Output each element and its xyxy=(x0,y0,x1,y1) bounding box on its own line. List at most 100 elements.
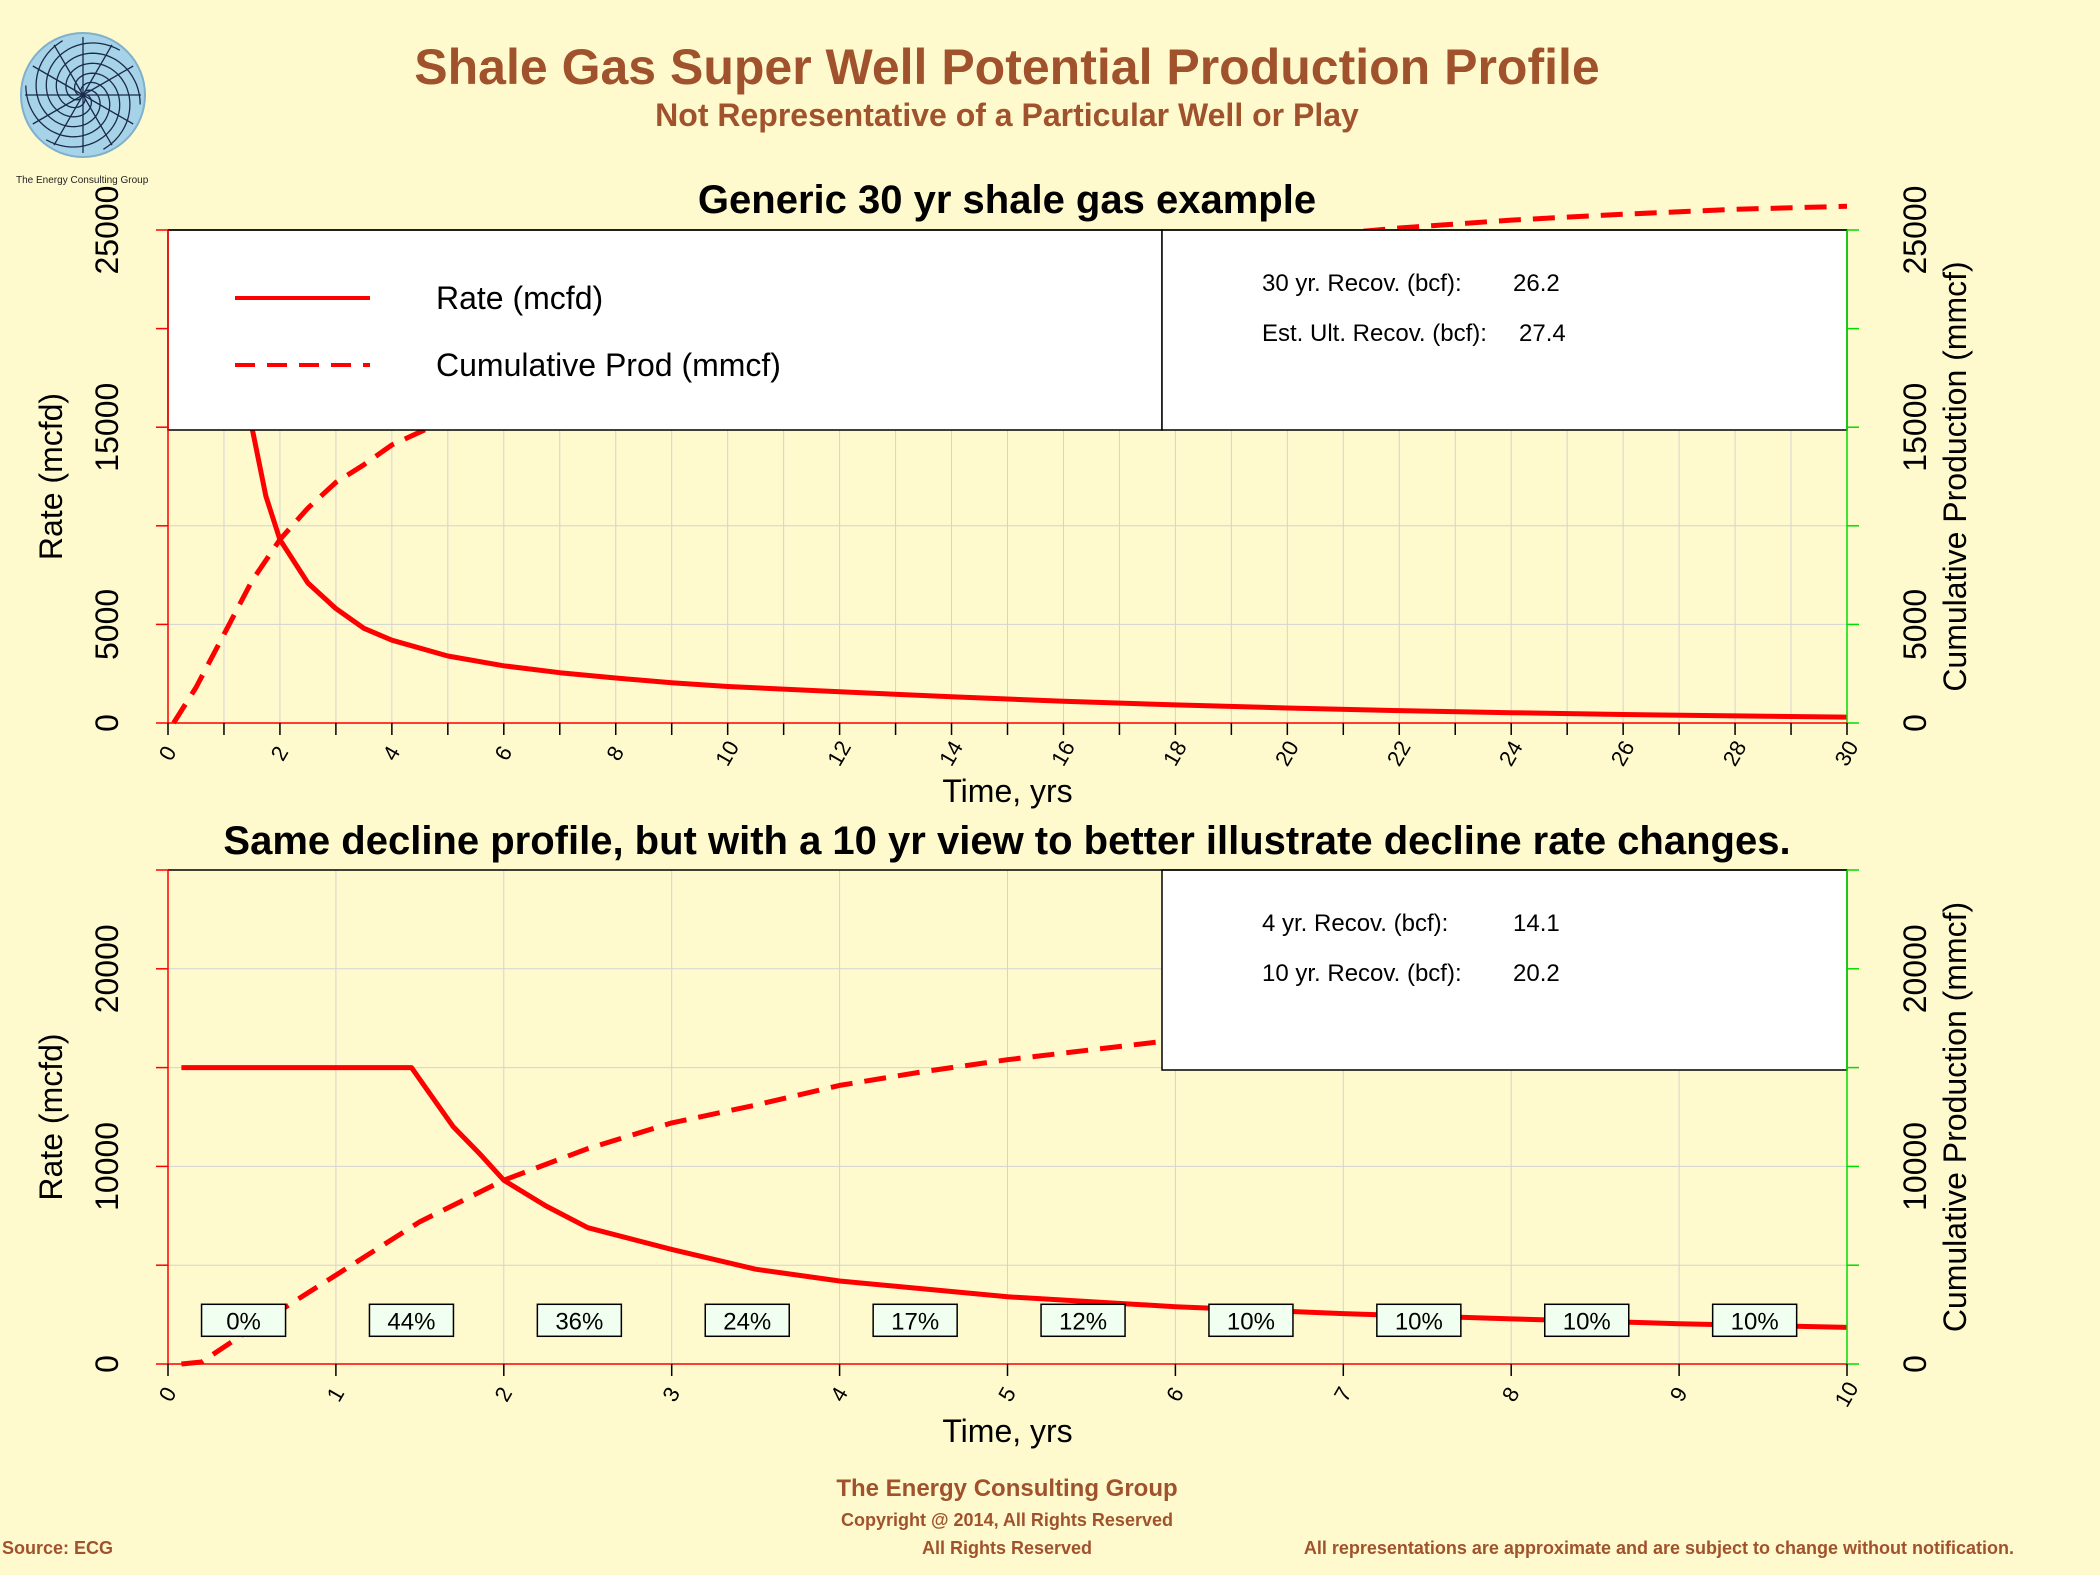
x-axis-label: Time, yrs xyxy=(942,773,1072,809)
x-tick-label: 8 xyxy=(1497,1383,1525,1406)
x-tick-label: 3 xyxy=(657,1383,685,1406)
y-right-tick-label: 0 xyxy=(1897,714,1933,732)
right-axis: 0 10000 20000 Cumulative Production (mmcf) xyxy=(1846,869,1973,1373)
x-tick-label: 24 xyxy=(1494,736,1528,770)
series-line-rate xyxy=(181,1065,1848,1330)
legend: Rate (mcfd) Cumulative Prod (mmcf) xyxy=(167,229,1163,431)
x-tick-label: 7 xyxy=(1329,1383,1357,1406)
x-tick-label: 8 xyxy=(601,742,629,765)
x-tick-label: 0 xyxy=(154,1383,182,1406)
decline-rate-box xyxy=(1376,1303,1462,1338)
x-tick-label: 12 xyxy=(822,736,856,770)
y-right-tick-label: 15000 xyxy=(1897,383,1933,472)
x-tick-label: 10 xyxy=(710,736,744,770)
y-axis-label: Rate (mcfd) xyxy=(33,393,69,560)
x-tick-label: 0 xyxy=(154,742,182,765)
y-axis-label: Rate (mcfd) xyxy=(33,1033,69,1200)
decline-rate-label: 44% xyxy=(387,1308,435,1335)
x-tick-label: 28 xyxy=(1718,736,1752,770)
y-right-axis-label: Cumulative Production (mmcf) xyxy=(1937,261,1973,691)
decline-rate-box xyxy=(1711,1303,1798,1338)
series-line-rate xyxy=(173,424,1848,720)
page-subtitle: Not Representative of a Particular Well … xyxy=(655,97,1359,133)
decline-rate-box xyxy=(872,1303,958,1338)
decline-rate-box xyxy=(1040,1303,1126,1338)
x-tick-label: 16 xyxy=(1046,736,1080,770)
stat-label: Est. Ult. Recov. (bcf): xyxy=(1262,320,1487,347)
stats-box-frame xyxy=(1161,229,1848,431)
stat-value: 14.1 xyxy=(1513,910,1560,937)
y-tick-label: 20000 xyxy=(89,924,125,1013)
stats-box: 4 yr. Recov. (bcf): 14.1 10 yr. Recov. (bc… xyxy=(1161,869,1848,1071)
y-tick-label: 0 xyxy=(89,714,125,732)
page-title: Shale Gas Super Well Potential Productio… xyxy=(414,39,1599,95)
decline-rate-box xyxy=(1208,1303,1294,1338)
decline-rate-label: 12% xyxy=(1059,1308,1107,1335)
stat-label: 30 yr. Recov. (bcf): xyxy=(1262,270,1462,297)
left-axis: 0 10000 20000 Rate (mcfd) xyxy=(33,869,169,1373)
x-axis-label: Time, yrs xyxy=(942,1413,1072,1449)
y-tick-label: 15000 xyxy=(89,383,125,472)
stats-box: 30 yr. Recov. (bcf): 26.2 Est. Ult. Recov.… xyxy=(1161,229,1848,431)
decline-rate-label: 10% xyxy=(1395,1308,1443,1335)
stat-value: 27.4 xyxy=(1519,320,1566,347)
y-right-axis-label: Cumulative Production (mmcf) xyxy=(1937,902,1973,1332)
x-tick-label: 20 xyxy=(1270,736,1304,770)
stat-value: 26.2 xyxy=(1513,270,1560,297)
x-tick-label: 10 xyxy=(1830,1377,1864,1411)
decline-rate-label: 10% xyxy=(1227,1308,1275,1335)
decline-rate-label: 36% xyxy=(555,1308,603,1335)
x-tick-label: 18 xyxy=(1158,736,1192,770)
footer-company: The Energy Consulting Group xyxy=(836,1475,1177,1502)
decline-rate-label: 10% xyxy=(1563,1308,1611,1335)
x-tick-label: 14 xyxy=(934,736,968,770)
y-right-tick-label: 5000 xyxy=(1897,589,1933,660)
decline-rate-label: 17% xyxy=(891,1308,939,1335)
y-right-tick-label: 25000 xyxy=(1897,186,1933,275)
x-tick-label: 1 xyxy=(322,1383,350,1406)
x-tick-label: 22 xyxy=(1382,736,1416,770)
x-tick-label: 5 xyxy=(993,1383,1021,1406)
y-tick-label: 0 xyxy=(89,1355,125,1373)
charts: Rate (mcfd) Cumulative Prod (mmcf) 30 yr. … xyxy=(33,178,1973,1449)
x-tick-label: 6 xyxy=(489,742,517,765)
chart-1: Rate (mcfd) Cumulative Prod (mmcf) 30 yr. … xyxy=(33,178,1973,809)
chart-title: Generic 30 yr shale gas example xyxy=(698,178,1316,222)
chart-2: 0% 44% 36% 24% 17% 12% 10% 10% 10% 10% 4 yr. Recov… xyxy=(33,819,1973,1449)
footer-disclaimer: All representations are approximate and … xyxy=(1304,1538,2014,1558)
decline-rate-box xyxy=(536,1303,623,1338)
x-tick-label: 2 xyxy=(489,1383,517,1406)
decline-rate-label: 10% xyxy=(1731,1308,1779,1335)
footer-source: Source: ECG xyxy=(2,1538,113,1558)
stats-box-frame xyxy=(1161,869,1848,1071)
legend-label: Rate (mcfd) xyxy=(436,280,603,316)
footer-copyright: Copyright @ 2014, All Rights Reserved xyxy=(841,1510,1173,1530)
decline-rate-label: 24% xyxy=(723,1308,771,1335)
y-right-tick-label: 10000 xyxy=(1897,1122,1933,1211)
decline-rate-labels: 0% 44% 36% 24% 17% 12% 10% 10% 10% 10% xyxy=(200,1303,1798,1338)
decline-rate-box xyxy=(1544,1303,1630,1338)
x-tick-label: 4 xyxy=(377,742,405,765)
x-tick-label: 9 xyxy=(1665,1383,1693,1406)
decline-rate-box xyxy=(704,1303,791,1338)
decline-rate-box xyxy=(368,1303,455,1338)
x-tick-label: 26 xyxy=(1606,736,1640,770)
x-axis: 0 1 2 3 4 5 6 7 8 9 10 Time, yrs xyxy=(154,1363,1864,1449)
footer-rights: All Rights Reserved xyxy=(922,1538,1092,1558)
y-tick-label: 25000 xyxy=(89,186,125,275)
stat-label: 10 yr. Recov. (bcf): xyxy=(1262,960,1462,987)
x-tick-label: 30 xyxy=(1830,736,1864,770)
left-axis: 0 5000 15000 25000 Rate (mcfd) xyxy=(33,186,169,732)
stat-value: 20.2 xyxy=(1513,960,1560,987)
y-tick-label: 10000 xyxy=(89,1122,125,1211)
decline-rate-label: 0% xyxy=(226,1308,261,1335)
stat-label: 4 yr. Recov. (bcf): xyxy=(1262,910,1448,937)
logo-caption: The Energy Consulting Group xyxy=(16,175,149,186)
legend-box xyxy=(167,229,1163,431)
company-logo: The Energy Consulting Group xyxy=(16,32,149,186)
legend-label: Cumulative Prod (mmcf) xyxy=(436,347,781,383)
y-tick-label: 5000 xyxy=(89,589,125,660)
decline-rate-box xyxy=(200,1303,287,1338)
